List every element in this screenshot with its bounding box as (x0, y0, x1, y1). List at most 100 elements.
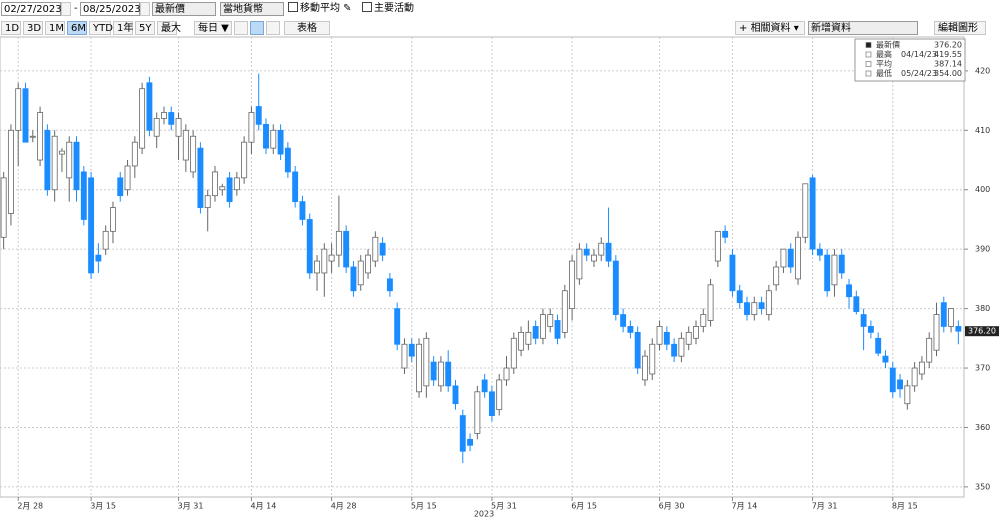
legend-label: 平均 (876, 59, 892, 69)
x-tick-label: 2月 28 (17, 502, 43, 511)
tool-button[interactable] (234, 21, 248, 35)
table-button[interactable]: 表格 (284, 21, 330, 35)
candle-body (918, 361, 925, 375)
x-tick-label: 3月 15 (90, 502, 116, 511)
calendar-button[interactable] (61, 2, 71, 16)
x-tick-label: 4月 14 (251, 502, 277, 511)
candle-body (161, 112, 167, 119)
legend-label: 最低 (876, 68, 892, 78)
tool-button[interactable] (250, 21, 264, 35)
candle-body (233, 177, 240, 191)
candle-body (7, 129, 14, 214)
candle-body (146, 82, 153, 131)
candle-body (496, 379, 503, 411)
period-button[interactable]: YTD (89, 21, 113, 35)
candle-body (284, 147, 291, 173)
candle-body (29, 135, 36, 138)
last-price-label: 376.20 (968, 327, 996, 336)
candle-body (292, 171, 299, 203)
candle-body (795, 236, 801, 280)
candle-body (867, 326, 874, 333)
candle-body (736, 290, 743, 304)
candle-body (634, 331, 641, 369)
period-button[interactable]: 1D (1, 21, 21, 35)
candle-body (765, 290, 772, 315)
candle-body (525, 331, 532, 345)
checkbox-label: 移動平均 (300, 3, 340, 14)
candle-body (591, 254, 597, 262)
candle-body (117, 177, 124, 197)
currency[interactable]: 當地貨幣 (220, 2, 284, 16)
period-button[interactable]: 1年 (113, 21, 133, 35)
edit-chart-button[interactable]: 編輯圖形 (934, 21, 986, 35)
candle-body (831, 254, 838, 286)
period-button[interactable]: 1M (45, 21, 65, 35)
checkbox-events[interactable]: 主要活動 (362, 2, 414, 16)
candle-body (627, 326, 634, 333)
candle-body (598, 242, 605, 256)
candle-body (948, 308, 955, 327)
candle-body (190, 135, 197, 173)
candle-body (663, 331, 670, 345)
candle-body (335, 230, 342, 256)
candle-body (168, 112, 175, 125)
y-tick-label: 380 (975, 304, 990, 313)
legend-label: 最新價 (876, 40, 900, 50)
candle-body (153, 118, 160, 137)
candle-body (255, 106, 262, 125)
period-button[interactable]: 最大 (157, 21, 181, 35)
candle-body (904, 385, 911, 405)
candle-body (605, 242, 612, 262)
candle-body (437, 361, 444, 387)
related-label: 相關資料 (750, 23, 791, 34)
end-date[interactable]: 08/25/2023 (80, 2, 141, 16)
candle-body (270, 129, 277, 149)
period-button[interactable]: 6M (67, 21, 87, 35)
candle-body (911, 367, 918, 387)
candle-body (474, 391, 481, 434)
price-field[interactable]: 最新價 (152, 2, 216, 16)
y-tick-label: 410 (975, 126, 990, 135)
candle-body (204, 195, 211, 208)
x-axis-label: 2023 (474, 510, 494, 519)
candle-body (503, 367, 510, 381)
tool-button[interactable] (266, 21, 280, 35)
last-price-tag (965, 326, 999, 337)
checkbox[interactable] (362, 2, 372, 12)
legend-value: 354.00 (934, 69, 962, 78)
candle-body (488, 391, 495, 416)
frequency[interactable]: 每日 ▼ (194, 21, 232, 35)
legend-value: 387.14 (934, 60, 962, 69)
candle-body (73, 141, 80, 191)
candle-body (838, 254, 845, 274)
checkbox-ma[interactable]: 移動平均 ✎ (288, 2, 352, 16)
candle-body (58, 150, 65, 155)
legend-icon (865, 51, 872, 58)
candle-body (685, 331, 692, 345)
candle-body (576, 248, 583, 280)
period-button[interactable]: 3D (23, 21, 43, 35)
y-tick-label: 370 (975, 364, 990, 373)
x-tick-label: 3月 31 (178, 502, 204, 511)
checkbox[interactable] (288, 2, 298, 12)
related-button[interactable]: + 相關資料 ▾ (735, 21, 805, 35)
period-button[interactable]: 5Y (135, 21, 155, 35)
candle-body (66, 141, 73, 179)
legend-date: 04/14/23 (901, 50, 937, 59)
candle-body (372, 236, 379, 262)
calendar-button[interactable] (140, 2, 150, 16)
candle-body (241, 141, 248, 179)
candle-body (408, 343, 415, 357)
candle-body (510, 337, 517, 369)
candle-body (539, 314, 546, 339)
legend-icon (865, 70, 872, 77)
legend-value: 376.20 (934, 41, 962, 50)
candle-body (714, 230, 721, 262)
candle-body (95, 254, 102, 262)
candle-body (357, 260, 364, 286)
candle-body (226, 177, 233, 203)
start-date[interactable]: 02/27/2023 (1, 2, 62, 16)
add-data-input[interactable]: 新增資料 (808, 21, 918, 35)
